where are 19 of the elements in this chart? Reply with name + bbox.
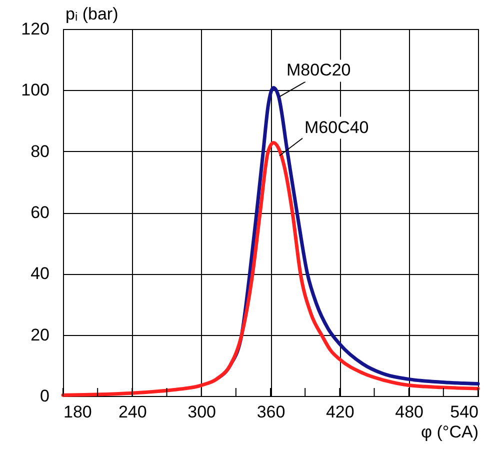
line-series	[61, 141, 480, 397]
x-tick-label: 180	[64, 402, 92, 422]
x-tick-label: 420	[326, 402, 354, 422]
x-axis-title: φ (°CA)	[421, 422, 478, 442]
x-tick-label: 300	[188, 402, 216, 422]
y-tick-label: 80	[30, 142, 50, 161]
x-tick-label: 480	[395, 402, 424, 422]
y-tick-label: 100	[21, 80, 50, 100]
series-label: M60C40	[304, 118, 369, 137]
x-tick-label: 240	[118, 402, 147, 422]
y-tick-label: 60	[30, 203, 50, 222]
series-label: M80C20	[286, 60, 351, 80]
x-tick-label: 540	[450, 402, 478, 422]
x-tick-label: 360	[256, 402, 286, 422]
y-tick-label: 40	[30, 264, 50, 284]
y-axis-title: pᵢ (bar)	[66, 4, 118, 24]
y-tick-label: 0	[40, 386, 50, 406]
y-tick-label: 120	[21, 20, 50, 38]
y-tick-label: 20	[30, 325, 50, 344]
